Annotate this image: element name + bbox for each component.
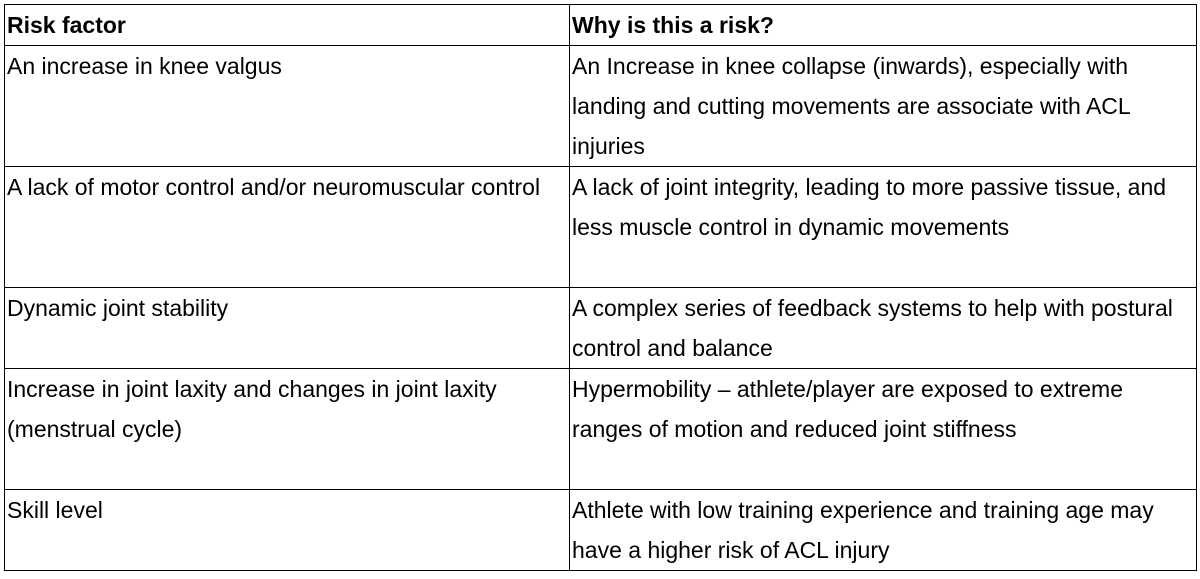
risk-factor-cell: An increase in knee valgus (4, 45, 570, 167)
reason-cell: Hypermobility – athlete/player are expos… (569, 368, 1197, 490)
table-row: Increase in joint laxity and changes in … (4, 368, 1197, 490)
table-row: Dynamic joint stability A complex series … (4, 287, 1197, 369)
reason-cell: An Increase in knee collapse (inwards), … (569, 45, 1197, 167)
header-row: Risk factor Why is this a risk? (4, 4, 1197, 46)
table-row: Skill level Athlete with low training exp… (4, 489, 1197, 571)
table-row: A lack of motor control and/or neuromusc… (4, 166, 1197, 288)
risk-factor-cell: A lack of motor control and/or neuromusc… (4, 166, 570, 288)
reason-cell: Athlete with low training experience and… (569, 489, 1197, 571)
risk-factor-cell: Skill level (4, 489, 570, 571)
risk-factor-cell: Increase in joint laxity and changes in … (4, 368, 570, 490)
risk-factor-cell: Dynamic joint stability (4, 287, 570, 369)
table-body: An increase in knee valgus An Increase in… (4, 45, 1197, 571)
risk-table: Risk factor Why is this a risk? An incre… (4, 4, 1197, 571)
reason-cell: A lack of joint integrity, leading to mo… (569, 166, 1197, 288)
header-cell: Risk factor (4, 4, 570, 46)
reason-cell: A complex series of feedback systems to … (569, 287, 1197, 369)
header-cell: Why is this a risk? (569, 4, 1197, 46)
table-row: An increase in knee valgus An Increase in… (4, 45, 1197, 167)
